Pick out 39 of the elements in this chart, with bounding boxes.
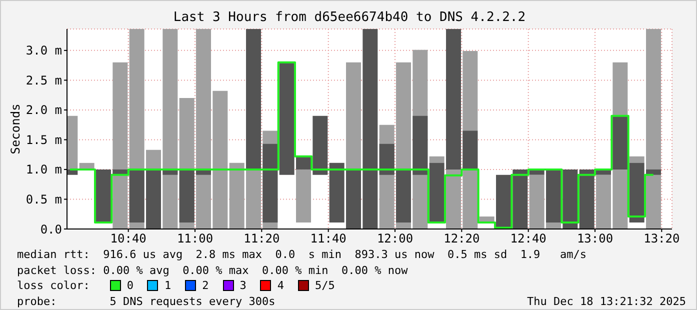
x-tick-label: 13:20: [644, 232, 680, 246]
bar: [346, 62, 362, 170]
bar: [312, 116, 328, 175]
legend-label: 0: [126, 278, 134, 294]
y-tick-label: 1.5 m: [26, 132, 62, 147]
bar: [612, 116, 628, 170]
bar: [579, 169, 594, 229]
bar: [562, 169, 578, 229]
x-tick-label: 11:20: [244, 232, 280, 246]
text: median rtt: 916.6 us avg 2.8 ms max 0.0 s min 893.3 us now 0.5 ms sd 1.9 am/s: [17, 247, 588, 262]
legend-label: 5/5: [314, 278, 335, 294]
x-tick-label: 12:00: [376, 232, 414, 246]
y-tick-label: 2.5 m: [26, 73, 62, 88]
bar: [429, 156, 444, 163]
legend-label: 4: [277, 278, 284, 294]
legend-title: loss color:: [17, 278, 90, 294]
bar: [496, 174, 512, 229]
x-tick-label: 10:40: [110, 232, 146, 246]
bar: [112, 62, 128, 229]
bar: [296, 169, 312, 222]
y-tick-label: 2.0 m: [26, 103, 62, 118]
x-tick-label: 13:00: [576, 232, 614, 246]
legend-label: 2: [202, 278, 209, 294]
x-tick-label: 11:00: [176, 232, 214, 246]
chart-title: Last 3 Hours from d65ee6674b40 to DNS 4.2.2.2: [172, 10, 527, 25]
y-tick-label: 0.5 m: [26, 192, 62, 206]
y-tick-label: 1.0 m: [26, 162, 62, 177]
text: Thu Dec 18 13:21:32 2025: [527, 294, 686, 309]
x-tick-label: 11:40: [310, 232, 346, 246]
y-tick-label: 0.0: [40, 222, 62, 236]
x-tick-label: 12:20: [444, 232, 480, 246]
legend-label: 1: [164, 278, 172, 294]
legend-label: 3: [240, 278, 246, 294]
x-tick-label: 12:40: [510, 232, 546, 246]
y-tick-label: 3.0 m: [26, 44, 62, 58]
text: probe: 5 DNS requests every 300s: [17, 294, 276, 309]
text: packet loss: 0.00 % avg 0.00 % max 0.00 % min 0.00 % now: [17, 262, 409, 278]
bar: [512, 169, 528, 229]
y-axis-title: Seconds: [8, 104, 22, 154]
